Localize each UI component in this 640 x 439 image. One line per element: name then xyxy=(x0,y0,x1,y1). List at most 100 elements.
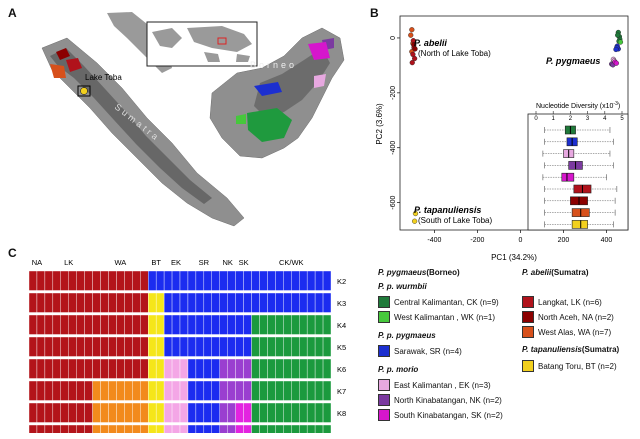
admix-cell xyxy=(235,292,244,313)
admix-cell xyxy=(116,424,125,433)
admix-cell xyxy=(219,358,228,379)
admix-cell xyxy=(76,270,85,291)
swatch-ek xyxy=(378,379,390,391)
admix-cell xyxy=(195,270,205,291)
inset-tick-label: 2 xyxy=(569,116,573,122)
admix-cell xyxy=(28,424,38,433)
admix-cell xyxy=(219,380,228,401)
figure-legend: P. pygmaeus (Borneo) P. abelii (Sumatra)… xyxy=(378,268,640,438)
box-body xyxy=(561,172,575,182)
admix-cell xyxy=(148,358,157,379)
admix-cell xyxy=(306,314,316,335)
legend-abelii-header: P. abelii (Sumatra) xyxy=(522,268,589,277)
admix-cell xyxy=(92,424,101,433)
admix-cell xyxy=(92,380,101,401)
admix-cell xyxy=(235,336,244,357)
admix-cell xyxy=(155,314,165,335)
admix-cell xyxy=(267,424,276,433)
legend-subhead-morio: P. p. morio xyxy=(378,365,419,374)
north-aceh-patch xyxy=(56,48,70,60)
admix-cell xyxy=(187,424,197,433)
admix-cell xyxy=(140,314,149,335)
admix-cell xyxy=(100,402,109,423)
inset-tick-label: 1 xyxy=(552,116,556,122)
admix-cell xyxy=(322,314,332,335)
admix-cell xyxy=(251,336,260,357)
admix-cell xyxy=(171,292,181,313)
pca-point xyxy=(412,210,419,217)
admix-cell xyxy=(148,292,157,313)
admix-cell xyxy=(243,336,252,357)
admix-cell xyxy=(140,424,149,433)
legend-item-wk: West Kalimantan , WK (n=1) xyxy=(378,311,495,323)
admix-cell xyxy=(259,380,268,401)
admix-cell xyxy=(36,314,46,335)
admix-cell xyxy=(116,270,125,291)
admix-cell xyxy=(275,270,284,291)
admix-cell xyxy=(108,314,117,335)
admix-cell xyxy=(60,380,69,401)
x-tick-label: 400 xyxy=(601,237,613,244)
admix-cell xyxy=(155,380,165,401)
inset-ticks: 0 1 2 3 4 5 xyxy=(534,111,624,122)
admix-cell xyxy=(211,314,220,335)
admix-cell xyxy=(211,358,220,379)
legend-item-ck: Central Kalimantan, CK (n=9) xyxy=(378,296,499,308)
admix-cell xyxy=(92,292,101,313)
admix-cell xyxy=(299,402,308,423)
pca-point xyxy=(617,39,624,45)
admix-cell xyxy=(195,314,205,335)
admix-cell xyxy=(116,314,125,335)
column-headers: NA LK WA BT EK SR NK SK CK/WK xyxy=(32,258,304,267)
borneo-label: Borneo xyxy=(250,60,297,70)
admix-cell xyxy=(163,270,173,291)
admix-cell xyxy=(219,336,228,357)
admix-cell xyxy=(227,270,236,291)
y-axis-label: PC2 (3.6%) xyxy=(375,103,384,145)
admix-cell xyxy=(235,270,244,291)
admix-cell xyxy=(140,358,149,379)
admix-cell xyxy=(140,292,149,313)
admix-cell xyxy=(187,292,197,313)
admix-cell xyxy=(84,314,93,335)
admix-column-header: LK xyxy=(64,258,73,267)
legend-item-ek: East Kalimantan , EK (n=3) xyxy=(378,379,491,391)
admix-cell xyxy=(155,292,165,313)
admix-cell xyxy=(219,314,228,335)
inset-title: Nucleotide Diversity (x10-3) xyxy=(536,101,620,110)
admix-cell xyxy=(148,424,157,433)
swatch-sk xyxy=(378,409,390,421)
admix-cell xyxy=(92,358,101,379)
admix-cell xyxy=(291,292,300,313)
admix-cell xyxy=(219,424,228,433)
admix-cell xyxy=(44,380,54,401)
admix-cell xyxy=(203,314,212,335)
admix-cell xyxy=(36,270,46,291)
admix-cell xyxy=(60,314,69,335)
admix-cell xyxy=(179,380,189,401)
pca-scatter-chart: PC2 (3.6%) PC1 (34.2%) -400 -200 0 200 4000-… xyxy=(375,15,629,262)
admix-cell xyxy=(299,336,308,357)
admix-cell xyxy=(124,270,133,291)
inset-tick-label: 3 xyxy=(586,116,590,122)
admix-cell xyxy=(155,424,165,433)
admix-cell xyxy=(259,336,268,357)
admix-cell xyxy=(116,402,125,423)
admix-cell xyxy=(322,358,332,379)
admix-cell xyxy=(132,314,141,335)
admix-column-header: SK xyxy=(239,258,249,267)
swatch-wk xyxy=(378,311,390,323)
panel-letter-b: B xyxy=(370,6,379,20)
admix-cell xyxy=(314,336,324,357)
admix-cell xyxy=(187,358,197,379)
admix-cell xyxy=(306,402,316,423)
admix-cell xyxy=(148,270,157,291)
admix-cell xyxy=(267,292,276,313)
admix-cell xyxy=(299,424,308,433)
admix-cell xyxy=(148,336,157,357)
y-tick-label: 0 xyxy=(390,36,397,40)
admix-cell xyxy=(44,292,54,313)
admix-cell xyxy=(179,270,189,291)
swatch-nk xyxy=(378,394,390,406)
sumatra-borneo-map: Lake Toba Sumatra Borneo xyxy=(22,8,352,230)
